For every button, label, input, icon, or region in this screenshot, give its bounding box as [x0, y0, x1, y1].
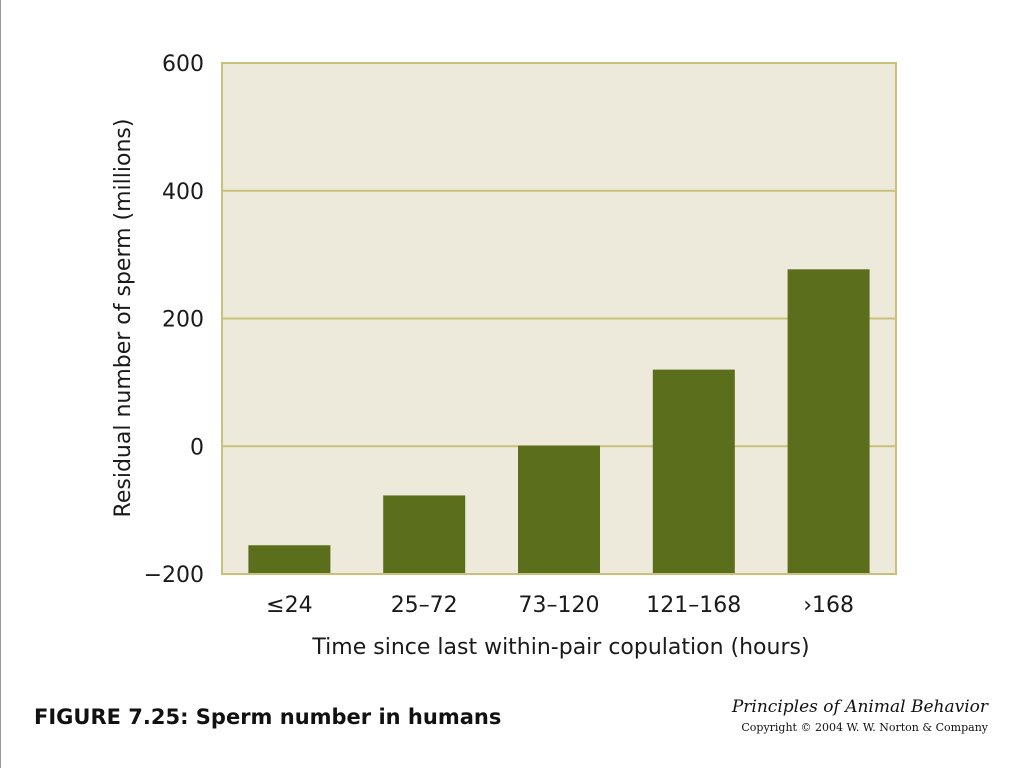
x-axis-title: Time since last within-pair copulation (… — [311, 635, 809, 660]
plot-frame — [221, 62, 897, 575]
x-tick-labels: ≤24 25–72 73–120 121–168 ›168 — [266, 593, 854, 618]
x-tick-label: 73–120 — [519, 593, 600, 618]
bar — [248, 545, 331, 574]
x-tick-label: 121–168 — [646, 593, 741, 618]
book-title: Principles of Animal Behavior — [731, 697, 988, 717]
bar — [518, 445, 600, 574]
bars — [248, 269, 870, 574]
x-tick-label: 25–72 — [391, 593, 458, 618]
y-axis-title: Residual number of sperm (millions) — [111, 119, 136, 518]
y-tick-label: 600 — [162, 52, 204, 77]
y-tick-labels: −200 0 200 400 600 — [144, 52, 204, 588]
x-tick-label: ≤24 — [266, 593, 312, 618]
y-tick-label: −200 — [144, 563, 204, 588]
figure-caption: FIGURE 7.25: Sperm number in humans — [34, 705, 502, 729]
bar — [787, 269, 870, 574]
x-tick-label: ›168 — [803, 593, 854, 618]
y-tick-label: 200 — [162, 308, 204, 333]
y-tick-label: 0 — [190, 435, 204, 460]
bar — [652, 369, 735, 574]
bar — [383, 495, 466, 574]
copyright-notice: Copyright © 2004 W. W. Norton & Company — [741, 721, 988, 734]
y-tick-label: 400 — [162, 180, 204, 205]
